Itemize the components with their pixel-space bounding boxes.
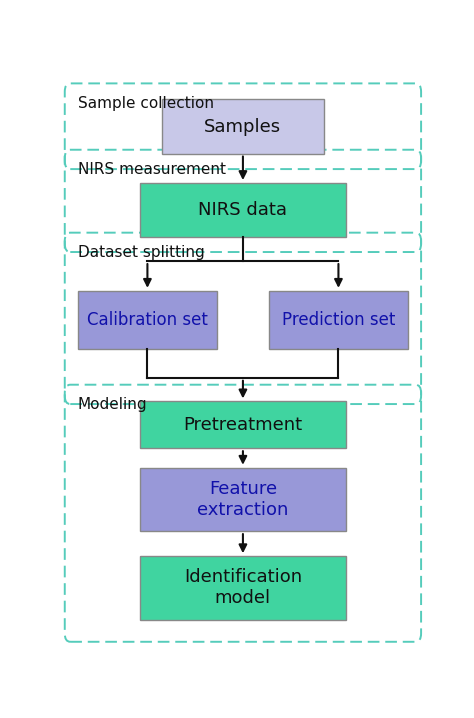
FancyBboxPatch shape bbox=[78, 291, 217, 349]
FancyBboxPatch shape bbox=[269, 291, 408, 349]
Text: Samples: Samples bbox=[204, 118, 282, 136]
FancyBboxPatch shape bbox=[140, 467, 346, 531]
FancyBboxPatch shape bbox=[140, 183, 346, 237]
Text: Prediction set: Prediction set bbox=[282, 311, 395, 329]
FancyBboxPatch shape bbox=[140, 556, 346, 620]
Text: NIRS measurement: NIRS measurement bbox=[78, 162, 226, 177]
FancyBboxPatch shape bbox=[140, 401, 346, 448]
FancyBboxPatch shape bbox=[162, 99, 324, 154]
Text: Sample collection: Sample collection bbox=[78, 96, 214, 111]
Text: NIRS data: NIRS data bbox=[199, 201, 287, 219]
Text: Calibration set: Calibration set bbox=[87, 311, 208, 329]
Text: Identification
model: Identification model bbox=[184, 569, 302, 607]
Text: Feature
extraction: Feature extraction bbox=[197, 480, 289, 519]
Text: Modeling: Modeling bbox=[78, 398, 147, 412]
Text: Pretreatment: Pretreatment bbox=[183, 416, 302, 434]
Text: Dataset splitting: Dataset splitting bbox=[78, 246, 204, 261]
